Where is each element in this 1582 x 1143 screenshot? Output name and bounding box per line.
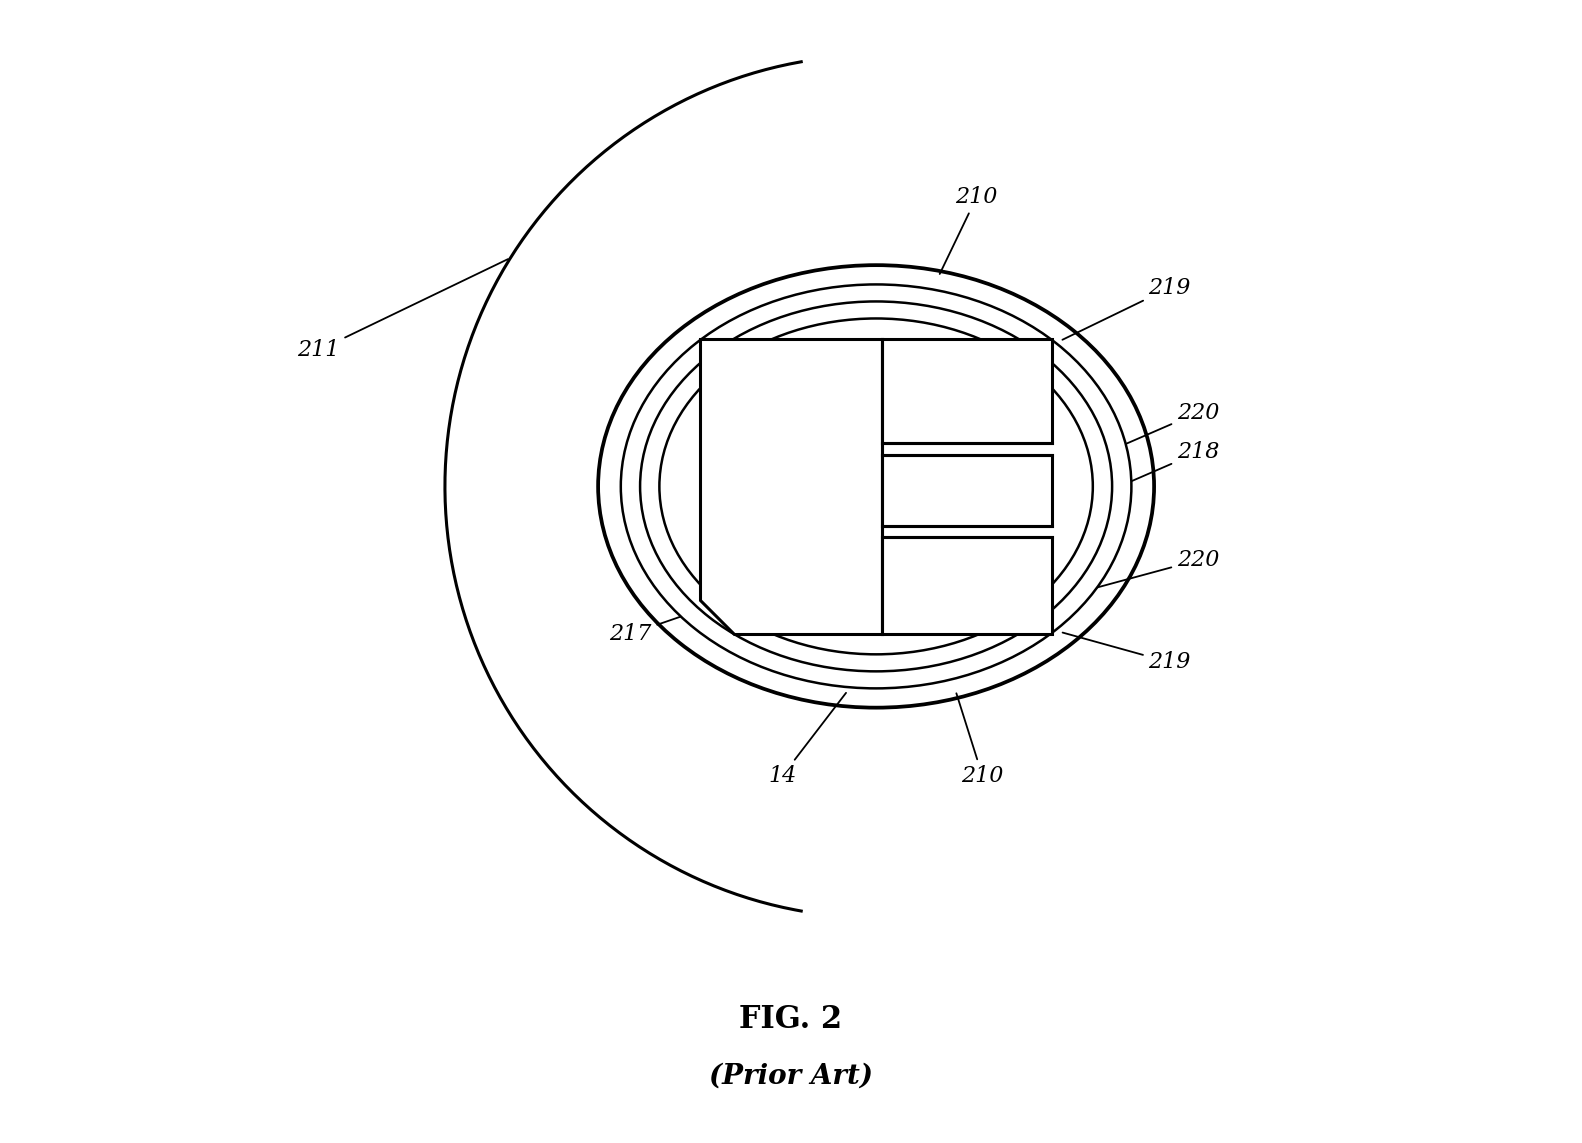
Ellipse shape bbox=[620, 285, 1131, 688]
Text: 210: 210 bbox=[940, 186, 998, 274]
Text: 220: 220 bbox=[1096, 401, 1220, 457]
Polygon shape bbox=[701, 338, 881, 634]
Polygon shape bbox=[881, 338, 1052, 443]
Ellipse shape bbox=[598, 265, 1155, 708]
Text: 14: 14 bbox=[769, 693, 846, 786]
Text: 211: 211 bbox=[297, 259, 508, 361]
Polygon shape bbox=[881, 443, 1074, 455]
Text: 220: 220 bbox=[1096, 549, 1220, 588]
Polygon shape bbox=[881, 455, 1052, 526]
Text: (Prior Art): (Prior Art) bbox=[709, 1063, 873, 1090]
Polygon shape bbox=[881, 537, 1052, 634]
Text: 217: 217 bbox=[609, 596, 744, 645]
Text: FIG. 2: FIG. 2 bbox=[739, 1005, 843, 1036]
Polygon shape bbox=[881, 526, 1074, 537]
Ellipse shape bbox=[660, 319, 1093, 654]
Text: 218: 218 bbox=[1096, 441, 1220, 497]
Ellipse shape bbox=[641, 302, 1112, 671]
Text: 210: 210 bbox=[957, 694, 1003, 786]
Text: 219: 219 bbox=[1063, 632, 1191, 673]
Text: 219: 219 bbox=[1063, 277, 1191, 339]
